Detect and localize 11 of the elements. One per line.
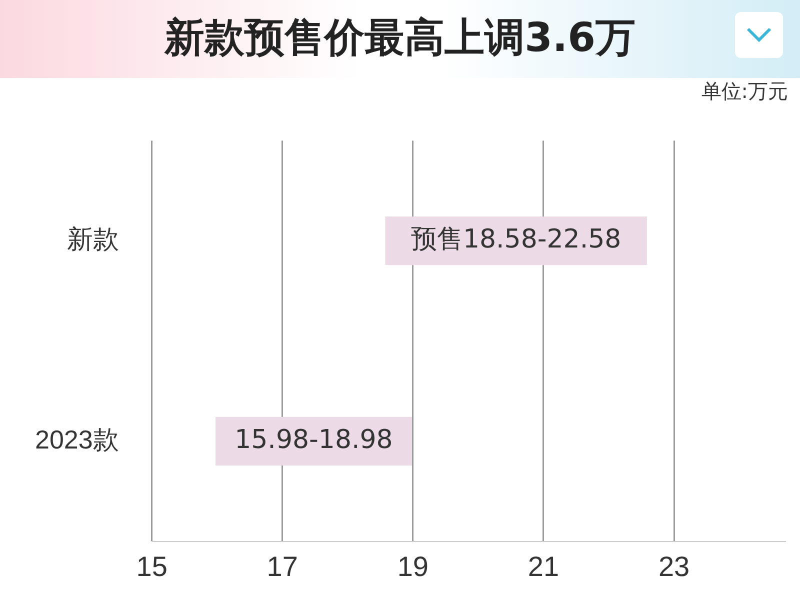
- text: 单位:万元: [701, 78, 788, 105]
- data-label: 15.98-18.98: [234, 424, 393, 455]
- x-tick-label: 15: [136, 550, 168, 582]
- x-tick-label: 23: [658, 550, 690, 582]
- x-tick-label: 19: [397, 550, 429, 582]
- x-tick-label: 17: [266, 550, 298, 582]
- data-label: 预售18.58-22.58: [410, 224, 622, 255]
- chart-title: 新款预售价最高上调3.6万: [163, 14, 636, 63]
- x-tick-label: 21: [528, 550, 560, 582]
- y-tick-label: 2023款: [34, 424, 119, 454]
- y-tick-label: 新款: [66, 224, 119, 254]
